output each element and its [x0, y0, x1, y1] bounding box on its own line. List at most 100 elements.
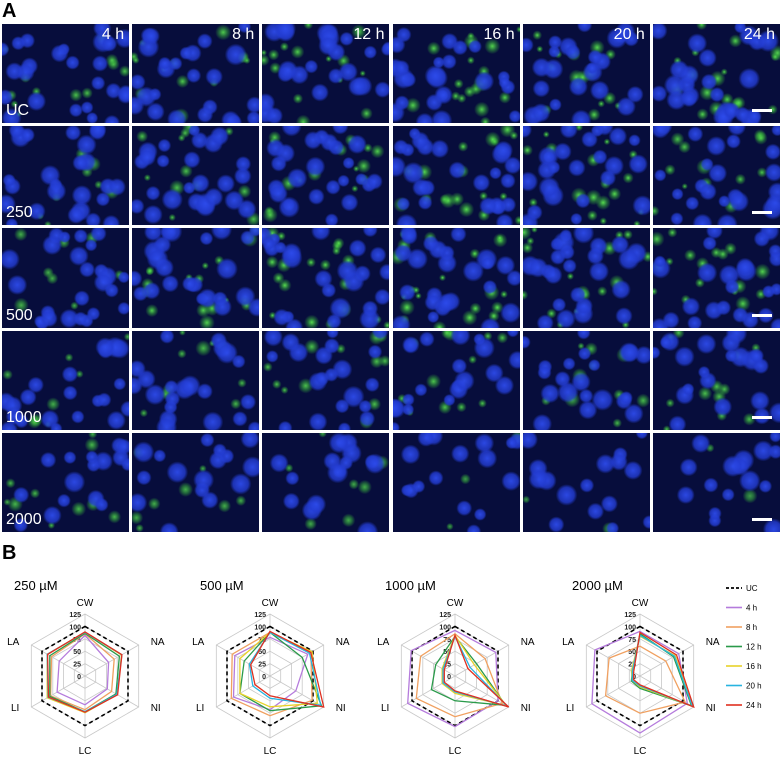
micrograph-r5-c3 [262, 432, 390, 532]
radar-series-24h [46, 631, 123, 713]
micrograph-r4-c2 [132, 330, 260, 430]
radar-axis-label: LC [449, 746, 462, 757]
radar-tick-label: 50 [73, 649, 81, 656]
radar-series-24h [632, 631, 695, 709]
radar-spoke [84, 644, 139, 677]
radar-tick-label: 25 [73, 662, 81, 669]
radar-series-20h [248, 631, 322, 707]
micrograph-r3-c4 [392, 228, 520, 328]
concentration-label: 500 [6, 306, 33, 324]
radar-axis-label: CW [77, 598, 94, 609]
micrograph-r4-c6 [652, 330, 780, 430]
radar-tick-label: 50 [628, 649, 636, 656]
micrograph-r4-c4 [392, 330, 520, 430]
micrograph-r3-c2 [132, 228, 260, 328]
micrograph-r2-c2 [132, 126, 260, 226]
radar-series-8h [415, 632, 504, 718]
radar-axis-label: CW [632, 598, 649, 609]
radar-axis-label: LA [192, 637, 205, 648]
microscopy-grid: 4 h UC 8 h 12 h 16 h 20 h 24 h 250 500 1000 2000 [2, 24, 780, 532]
scale-bar [751, 313, 772, 317]
legend-label: UC [746, 584, 758, 593]
micrograph-r4-c1: 1000 [2, 330, 130, 430]
concentration-label: 1000 [6, 408, 42, 426]
radar-axis-label: LI [381, 703, 389, 714]
radar-series-24h [443, 633, 510, 708]
radar-tick-label: 100 [439, 624, 451, 631]
radar-tick-label: 75 [73, 637, 81, 644]
radar-tick-label: 50 [443, 649, 451, 656]
radar-spoke [31, 644, 86, 677]
radar-spoke [31, 675, 86, 708]
radar-axis-label: NI [706, 703, 716, 714]
radar-tick-label: 100 [624, 624, 636, 631]
radar-tick-label: 100 [254, 624, 266, 631]
concentration-label: 250 [6, 204, 33, 222]
radar-tick-label: 75 [628, 637, 636, 644]
concentration-label: 2000 [6, 510, 42, 528]
radar-series-UC [596, 625, 684, 727]
radar-spoke [216, 644, 271, 677]
radar-axis-label: LC [79, 746, 92, 757]
scale-bar [751, 517, 772, 521]
radar-title: 250 µM [14, 578, 58, 593]
micrograph-r2-c5 [522, 126, 650, 226]
radar-series-4h [591, 630, 689, 734]
radar-axis-label: CW [447, 598, 464, 609]
radar-axis-label: NI [336, 703, 346, 714]
time-label: 16 h [483, 26, 515, 43]
radar-axis-label: LI [11, 703, 19, 714]
radar-tick-label: 125 [69, 612, 81, 619]
radar-series-12h [430, 635, 508, 707]
radar-axis-label: NI [151, 703, 161, 714]
radar-tick-label: 0 [77, 674, 81, 681]
radar-series-20h [442, 634, 510, 708]
radar-tick-label: 125 [624, 612, 636, 619]
concentration-label: UC [6, 102, 30, 120]
radar-axis-label: CW [262, 598, 279, 609]
radar-tick-label: 25 [258, 662, 266, 669]
radar-tick-label: 75 [443, 637, 451, 644]
scale-bar [751, 109, 772, 113]
radar-tick-label: 0 [262, 674, 266, 681]
micrograph-r1-c2: 8 h [132, 24, 260, 124]
legend-label: 16 h [746, 662, 762, 671]
micrograph-r2-c4 [392, 126, 520, 226]
micrograph-r1-c1: 4 h UC [2, 24, 130, 124]
radar-axis-label: LA [7, 637, 20, 648]
radar-series-8h [49, 632, 115, 711]
radar-axis-label: LC [264, 746, 277, 757]
radar-series-4h [56, 634, 110, 706]
radar-axis-label: LC [634, 746, 647, 757]
radar-axis-label: NA [151, 637, 165, 648]
legend-label: 24 h [746, 701, 762, 710]
scale-bar [751, 211, 772, 215]
radar-series-4h [407, 629, 499, 728]
radar-series-12h [239, 631, 323, 712]
radar-spoke [269, 644, 324, 677]
radar-axis-label: NA [706, 637, 720, 648]
radar-series-20h [631, 634, 694, 708]
panel-b-letter: B [2, 542, 17, 564]
radar-axis-label: LA [562, 637, 575, 648]
radar-series-16h [239, 631, 319, 708]
micrograph-r5-c4 [392, 432, 520, 532]
panel-a-letter: A [2, 0, 17, 22]
radar-tick-label: 25 [443, 662, 451, 669]
micrograph-r1-c4: 16 h [392, 24, 520, 124]
micrograph-r3-c5 [522, 228, 650, 328]
radar-series-8h [604, 645, 687, 714]
micrograph-r2-c1: 250 [2, 126, 130, 226]
micrograph-r5-c5 [522, 432, 650, 532]
radar-tick-label: 50 [258, 649, 266, 656]
time-label: 12 h [353, 26, 385, 43]
radar-tick-label: 125 [439, 612, 451, 619]
time-label: 4 h [101, 26, 125, 43]
radar-spoke [401, 644, 456, 677]
radar-series-24h [250, 630, 325, 708]
radar-series-16h [441, 633, 509, 707]
micrograph-r4-c3 [262, 330, 390, 430]
radar-spoke [639, 644, 694, 677]
radar-spoke [216, 675, 271, 708]
micrograph-r2-c6 [652, 126, 780, 226]
